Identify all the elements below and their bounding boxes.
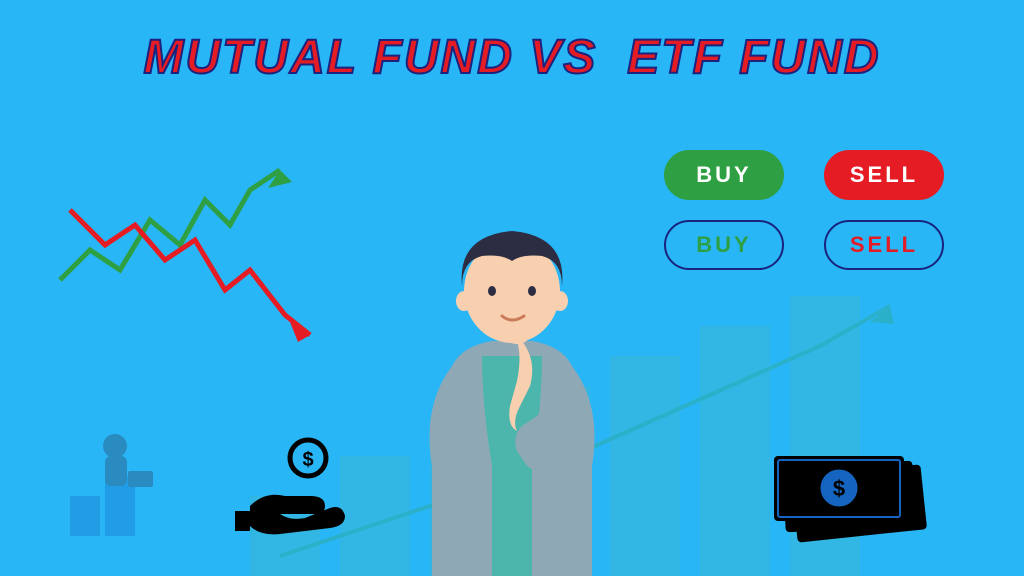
sell-button-outline[interactable]: SELL xyxy=(824,220,944,270)
title-part1: MUTUAL FUND VS xyxy=(143,31,597,84)
money-stack-icon: $ xyxy=(764,436,944,546)
svg-text:$: $ xyxy=(833,476,845,501)
sitting-person-icon xyxy=(60,416,180,536)
hand-coin-icon: $ xyxy=(230,436,350,536)
title-part2: ETF FUND xyxy=(627,31,880,84)
svg-text:$: $ xyxy=(302,449,313,471)
buy-button-outline[interactable]: BUY xyxy=(664,220,784,270)
button-row-filled: BUY SELL xyxy=(664,150,944,200)
thinking-person-icon xyxy=(362,206,662,576)
buy-button-filled[interactable]: BUY xyxy=(664,150,784,200)
green-trend-line xyxy=(60,170,280,280)
buy-sell-button-group: BUY SELL BUY SELL xyxy=(664,150,944,270)
sell-button-filled[interactable]: SELL xyxy=(824,150,944,200)
trend-lines-chart xyxy=(50,160,330,360)
main-title: MUTUAL FUND VS ETF FUND xyxy=(143,30,880,85)
button-row-outline: BUY SELL xyxy=(664,220,944,270)
